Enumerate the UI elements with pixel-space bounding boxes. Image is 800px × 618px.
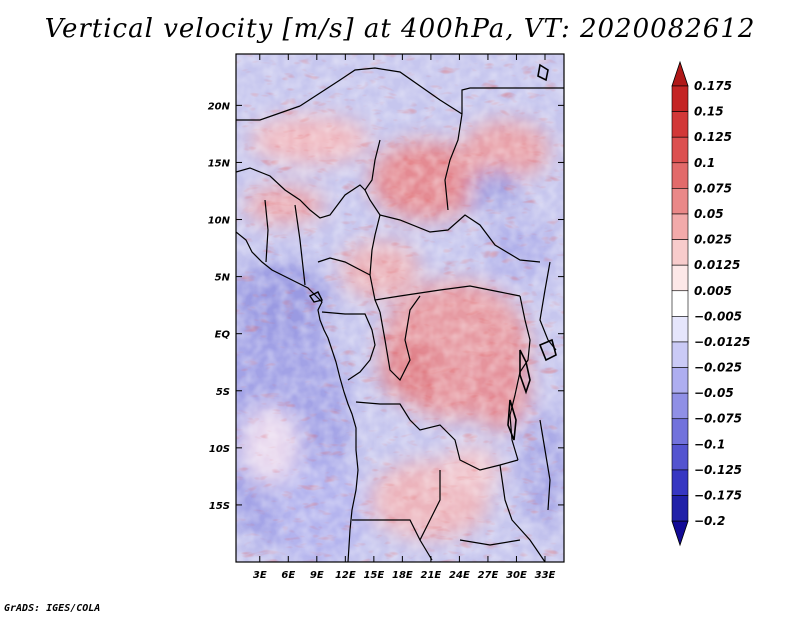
colorbar: 0.175 0.15 0.125 0.1 0.075 0.05 0.025 0.0125 0.0… [671,60,750,547]
colorbar-label: 0.075 [694,181,732,195]
colorbar-segment [671,136,689,164]
colorbar-label: 0.005 [694,284,732,298]
colorbar-segment [671,188,689,215]
colorbar-label: 0.15 [694,105,724,119]
y-tick-label: 10N [208,216,231,227]
y-tick-label: 5S [216,387,230,398]
x-tick-label: 6E [281,570,295,581]
x-tick-label: 18E [392,570,413,581]
colorbar-segment [671,341,689,368]
y-tick-label: 20N [208,101,231,112]
chart-svg: 3E 6E 9E 12E 15E 18E 21E 24E 27E 30E 33E 20N 15N 10N… [208,53,750,581]
colorbar-bottom-arrow [671,520,689,547]
colorbar-segment [671,495,689,522]
y-tick-label: EQ [215,330,231,341]
x-tick-label: 12E [335,570,356,581]
colorbar-label: −0.005 [694,309,742,323]
x-tick-label: 30E [506,570,527,581]
y-tick-label: 15S [209,501,230,512]
colorbar-label: −0.2 [694,514,725,528]
colorbar-top-arrow [671,60,689,87]
colorbar-label: 0.0125 [694,258,740,272]
colorbar-segment [671,239,689,266]
colorbar-segment [671,316,689,343]
colorbar-label: −0.125 [694,463,742,477]
map-area [236,54,564,562]
colorbar-segment [671,162,689,189]
country-borders [236,63,564,562]
x-tick-label: 3E [253,570,267,581]
chart-title: Vertical velocity [m/s] at 400hPa, VT: 2… [44,14,756,44]
x-tick-label: 21E [421,570,442,581]
x-tick-label: 15E [363,570,384,581]
x-tick-label: 24E [449,570,470,581]
map-frame [235,53,565,563]
colorbar-label: −0.1 [694,437,725,451]
colorbar-label: 0.175 [694,79,732,93]
x-tick-label: 9E [310,570,324,581]
y-axis: 20N 15N 10N 5N EQ 5S 10S 15S [208,101,564,512]
x-tick-label: 27E [478,570,499,581]
colorbar-label: −0.05 [694,386,734,400]
colorbar-label: −0.175 [694,489,742,503]
x-axis: 3E 6E 9E 12E 15E 18E 21E 24E 27E 30E 33E [253,54,556,581]
colorbar-label: 0.05 [694,207,724,221]
colorbar-segment [671,213,689,240]
colorbar-label: 0.1 [694,156,715,170]
colorbar-segment [671,111,689,138]
colorbar-segment [671,418,689,445]
colorbar-label: −0.075 [694,412,742,426]
colorbar-segment [671,444,689,471]
colorbar-label: 0.125 [694,130,732,144]
colorbar-segment [671,367,689,394]
colorbar-segment [671,85,689,112]
colorbar-label: 0.025 [694,233,732,247]
colorbar-label: −0.025 [694,361,742,375]
y-tick-label: 5N [215,273,231,284]
colorbar-label: −0.0125 [694,335,750,349]
colorbar-segment [671,469,689,496]
y-tick-label: 10S [209,444,230,455]
y-tick-label: 15N [208,158,231,169]
colorbar-segment [671,290,689,317]
x-tick-label: 33E [535,570,556,581]
colorbar-segment [671,264,689,292]
colorbar-segment [671,392,689,420]
grads-credit: GrADS: IGES/COLA [4,603,101,614]
